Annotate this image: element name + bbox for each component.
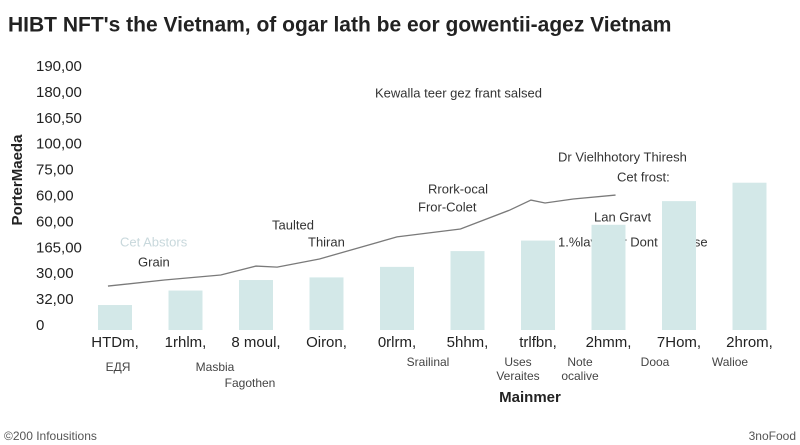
- x-sublabel: Fagothen: [225, 376, 276, 390]
- annotation: Rrork-ocal: [428, 181, 488, 196]
- bar: [450, 251, 485, 330]
- x-tick-label: 2hmm,: [586, 334, 632, 351]
- bar: [168, 290, 203, 330]
- annotation: Lan Gravt: [594, 209, 651, 224]
- annotation: Grain: [138, 254, 170, 269]
- chart-title: HIBT NFT's the Vietnam, of ogar lath be …: [8, 14, 671, 37]
- annotation: Fror-Colet: [418, 199, 477, 214]
- y-tick-label: 60,00: [36, 213, 74, 230]
- x-sublabel: Srailinal: [407, 355, 450, 369]
- y-tick-label: 32,00: [36, 291, 74, 308]
- y-tick-label: 180,00: [36, 84, 82, 101]
- bar: [662, 201, 696, 330]
- y-tick-label: 75,00: [36, 162, 74, 179]
- y-tick-label: 30,00: [36, 265, 74, 282]
- y-axis-label: PorterMaeda: [9, 134, 26, 226]
- bar: [380, 266, 414, 330]
- x-sublabel: Walioe: [712, 355, 749, 369]
- bar: [98, 305, 132, 330]
- annotation: Taulted: [272, 217, 314, 232]
- x-tick-label: Oiron,: [306, 334, 347, 351]
- bar: [309, 277, 344, 330]
- x-sublabel: Uses Veraites: [496, 355, 539, 383]
- y-tick-label: 0: [36, 317, 44, 334]
- x-tick-label: 8 moul,: [231, 334, 280, 351]
- footer: 3noFood: [749, 429, 796, 443]
- annotation: Cet Abstors: [120, 234, 188, 249]
- x-tick-label: trlfbn,: [519, 334, 557, 351]
- x-tick-label: 7Hom,: [657, 334, 701, 351]
- x-tick-label: 0rlrm,: [378, 334, 416, 351]
- y-tick-label: 165,00: [36, 239, 82, 256]
- bar: [521, 240, 555, 330]
- y-tick-label: 60,00: [36, 187, 74, 204]
- x-sublabel: Masbia: [196, 360, 235, 374]
- bar: [239, 280, 273, 330]
- footer: ©200 Infousitions: [4, 429, 97, 443]
- annotation: Cet frost:: [617, 169, 670, 184]
- x-sublabel: Note ocalive: [561, 355, 599, 383]
- x-sublabel: Dooa: [641, 355, 670, 369]
- x-tick-label: 2hrom,: [726, 334, 773, 351]
- x-tick-label: HTDm,: [91, 334, 139, 351]
- y-tick-label: 160,50: [36, 110, 82, 127]
- y-tick-label: 100,00: [36, 136, 82, 153]
- y-tick-label: 190,00: [36, 58, 82, 75]
- annotation: Dr Vielhhotory Thiresh: [558, 149, 687, 164]
- x-tick-label: 5hhm,: [447, 334, 489, 351]
- bar: [591, 224, 626, 330]
- bar: [732, 182, 767, 330]
- x-sublabel: ЕДЯ: [106, 360, 131, 374]
- annotation: Kewalla teer gez frant salsed: [375, 85, 542, 100]
- annotation: Thiran: [308, 234, 345, 249]
- x-tick-label: 1rhlm,: [165, 334, 207, 351]
- line: [107, 194, 616, 287]
- x-axis-label: Mainmer: [499, 389, 561, 406]
